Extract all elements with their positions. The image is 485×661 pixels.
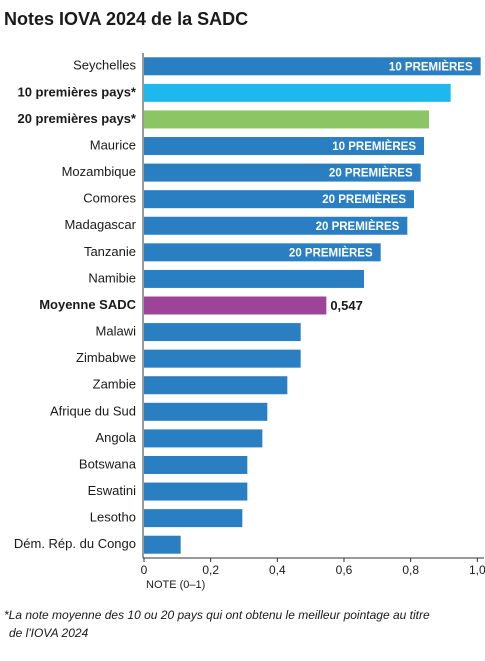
bar (144, 269, 364, 288)
bar (144, 482, 248, 501)
chart-title: Notes IOVA 2024 de la SADC (4, 9, 248, 29)
x-tick-label: 0 (141, 563, 148, 577)
y-tick-label: Namibie (88, 270, 136, 285)
bar (144, 535, 181, 554)
y-tick-label: Zambie (93, 377, 136, 392)
y-tick-label: Botswana (79, 456, 137, 471)
bar (144, 455, 248, 474)
y-tick-label: 20 premières pays* (17, 111, 136, 126)
bar (144, 57, 481, 76)
bar-text: 20 PREMIÈRES (289, 246, 373, 259)
x-tick-label: 0,8 (402, 563, 419, 577)
y-tick-label: Mozambique (62, 164, 136, 179)
y-tick-label: Seychelles (73, 58, 136, 73)
bar (144, 243, 381, 262)
x-axis-label: NOTE (0–1) (146, 579, 205, 591)
bar (144, 216, 408, 235)
y-tick-label: Zimbabwe (76, 350, 136, 365)
footnote: *La note moyenne des 10 ou 20 pays qui o… (4, 608, 430, 622)
bar-text: 10 PREMIÈRES (389, 60, 473, 73)
bar (144, 376, 288, 395)
y-tick-label: Eswatini (88, 483, 137, 498)
x-tick-label: 1,0 (469, 563, 485, 577)
bar (144, 323, 301, 342)
bar (144, 349, 301, 368)
bar (144, 296, 327, 315)
x-tick-label: 0,4 (269, 563, 286, 577)
bar-text: 10 PREMIÈRES (332, 140, 416, 153)
bar (144, 110, 429, 129)
value-label: 0,547 (330, 298, 363, 313)
x-tick-label: 0,6 (336, 563, 353, 577)
y-tick-label: Afrique du Sud (50, 403, 136, 418)
y-tick-label: Malawi (96, 324, 137, 339)
bar (144, 83, 451, 102)
x-tick-label: 0,2 (202, 563, 219, 577)
y-tick-label: Comores (83, 191, 136, 206)
bar (144, 190, 414, 209)
y-tick-label: Maurice (90, 137, 136, 152)
y-tick-label: 10 premières pays* (17, 84, 136, 99)
bar (144, 429, 263, 448)
y-tick-label: Dém. Rép. du Congo (14, 536, 136, 551)
bar (144, 402, 268, 421)
y-tick-label: Angola (96, 430, 137, 445)
bar-text: 20 PREMIÈRES (322, 193, 406, 206)
bar (144, 137, 424, 156)
y-tick-label: Lesotho (90, 510, 136, 525)
bar-text: 20 PREMIÈRES (316, 220, 400, 233)
footnote: de l'IOVA 2024 (9, 626, 89, 640)
bar (144, 509, 243, 528)
y-tick-label: Madagascar (64, 217, 136, 232)
y-tick-label: Tanzanie (84, 244, 136, 259)
bar (144, 163, 421, 182)
bar-text: 20 PREMIÈRES (329, 167, 413, 180)
y-tick-label: Moyenne SADC (39, 297, 136, 312)
